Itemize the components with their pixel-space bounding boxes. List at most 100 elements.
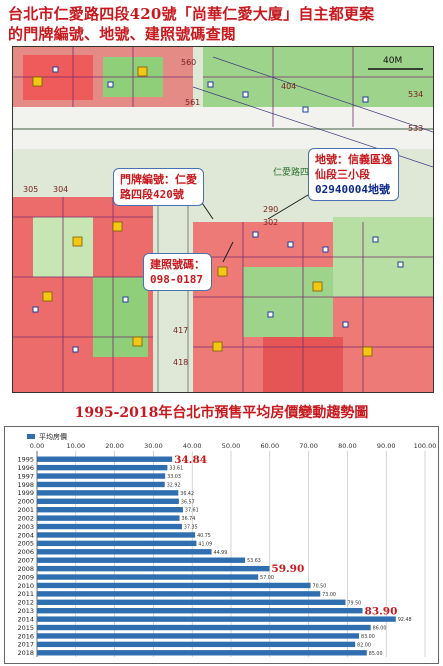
callout-door-line-1: 門牌編號：仁愛 [120, 173, 197, 186]
y-tick-label: 2008 [17, 565, 34, 573]
data-label: 79.50 [347, 600, 361, 606]
x-tick-label: 40.00 [183, 442, 202, 450]
bar [37, 490, 179, 496]
chart-title: 1995-2018年台北市預售平均房價變動趨勢圖 [74, 405, 369, 421]
callout-door-line-2: 路四段420號 [120, 188, 184, 201]
cadastral-map: 561 560 534 533 404 290 302 417 418 305 … [12, 46, 434, 393]
data-label: 32.92 [167, 482, 181, 488]
y-tick-label: 1996 [17, 464, 34, 472]
bar [37, 473, 166, 479]
x-tick-label: 60.00 [260, 442, 279, 450]
bar [37, 523, 182, 530]
y-tick-label: 1995 [17, 456, 34, 464]
y-tick-label: 2002 [17, 514, 34, 522]
y-tick-label: 1997 [17, 472, 34, 480]
bar [37, 498, 179, 504]
data-label: 36.42 [180, 491, 194, 497]
bar [37, 650, 367, 656]
x-tick-label: 30.00 [144, 442, 163, 450]
data-label: 53.63 [247, 558, 261, 564]
y-tick-label: 2015 [17, 624, 34, 632]
callout-land-number: 地號：信義區逸 仙段三小段 02940004地號 [308, 148, 399, 201]
data-label: 36.57 [181, 499, 195, 505]
x-tick-label: 70.00 [299, 442, 318, 450]
x-tick-label: 0.00 [30, 442, 44, 450]
y-tick-label: 2007 [17, 557, 34, 565]
bar [37, 582, 311, 589]
callout-door-number: 門牌編號：仁愛 路四段420號 [113, 168, 204, 206]
x-tick-label: 50.00 [222, 442, 241, 450]
bar [37, 532, 196, 538]
data-label: 36.74 [182, 516, 196, 522]
bar [37, 565, 270, 572]
data-label: 92.48 [398, 617, 412, 623]
callout-license-line-2: 098-0187 [150, 273, 203, 286]
y-tick-label: 2018 [17, 649, 34, 657]
data-label: 73.00 [322, 592, 336, 598]
y-tick-label: 2016 [17, 632, 34, 640]
x-tick-label: 20.00 [105, 442, 124, 450]
parcel-number: 534 [408, 90, 423, 99]
bar [37, 481, 165, 488]
bar [37, 599, 346, 605]
data-label: 59.90 [271, 563, 304, 575]
legend-swatch [27, 434, 35, 439]
legend-label: 平均房價 [39, 432, 67, 441]
data-label: 86.00 [373, 626, 387, 632]
bar [37, 633, 360, 639]
y-tick-label: 1998 [17, 481, 34, 489]
data-label: 70.50 [313, 583, 327, 589]
headline-line-1: 台北市仁愛路四段420號「尚華仁愛大廈」自主都更案 [8, 5, 375, 23]
data-label: 33.61 [169, 466, 183, 472]
bar [37, 616, 396, 622]
bar [37, 515, 180, 521]
x-tick-label: 80.00 [338, 442, 357, 450]
bar [37, 641, 356, 648]
parcel-number: 533 [408, 124, 423, 133]
parcel-number: 560 [181, 58, 196, 67]
y-tick-label: 2011 [17, 590, 34, 598]
parcel-number: 290 [263, 205, 278, 214]
data-label: 44.99 [214, 550, 228, 556]
data-label: 85.00 [369, 651, 383, 657]
bar [37, 540, 197, 547]
bar [37, 464, 168, 471]
data-label: 83.90 [365, 605, 398, 617]
y-tick-label: 2009 [17, 573, 34, 581]
y-tick-label: 2010 [17, 582, 34, 590]
callout-land-line-3: 02940004地號 [315, 183, 390, 196]
bar [37, 624, 371, 631]
bar [37, 456, 173, 462]
parcel-number: 404 [281, 82, 296, 91]
road-label: 仁愛路四段 [273, 168, 319, 178]
y-tick-label: 2004 [17, 531, 34, 539]
callout-land-line-1: 地號：信義區逸 [315, 153, 392, 166]
headline-line-2: 的門牌編號、地號、建照號碼查閱 [8, 25, 237, 43]
data-label: 82.00 [357, 642, 371, 648]
callout-license-line-1: 建照號碼： [150, 258, 205, 271]
parcel-number: 305 [23, 185, 38, 194]
y-tick-label: 2001 [17, 506, 34, 514]
data-label: 40.75 [197, 533, 211, 539]
y-tick-label: 1999 [17, 489, 34, 497]
data-label: 37.35 [184, 525, 198, 531]
data-label: 34.84 [174, 454, 207, 466]
y-tick-label: 2005 [17, 540, 34, 548]
data-label: 41.09 [198, 541, 212, 547]
y-tick-label: 2006 [17, 548, 34, 556]
y-tick-label: 2013 [17, 607, 34, 615]
x-tick-label: 90.00 [377, 442, 396, 450]
headline: 台北市仁愛路四段420號「尚華仁愛大廈」自主都更案 的門牌編號、地號、建照號碼查… [8, 4, 438, 44]
bar [37, 557, 246, 563]
parcel-number: 302 [263, 218, 278, 227]
y-tick-label: 2003 [17, 523, 34, 531]
parcel-number: 418 [173, 358, 188, 367]
y-tick-label: 2000 [17, 498, 34, 506]
data-label: 33.03 [167, 474, 181, 480]
parcel-number: 417 [173, 326, 188, 335]
data-label: 83.00 [361, 634, 375, 640]
bar [37, 591, 321, 597]
bar-chart: 平均房價 0.00 10.00 20.00 30.00 40.00 50.00 60.00 70… [4, 426, 439, 664]
bar [37, 574, 259, 580]
